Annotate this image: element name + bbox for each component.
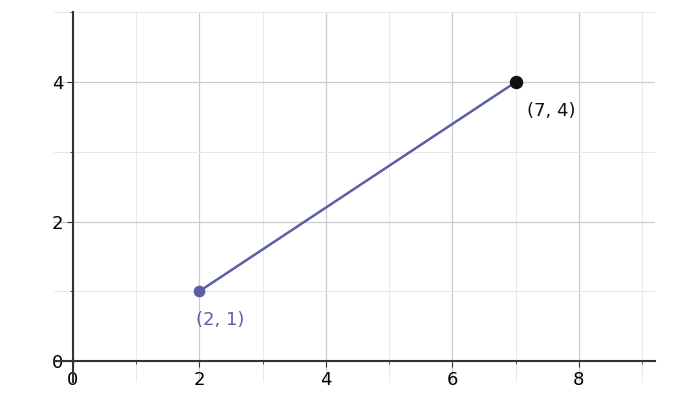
Point xyxy=(194,288,205,295)
Text: (7, 4): (7, 4) xyxy=(527,102,576,120)
Text: (2, 1): (2, 1) xyxy=(196,311,244,329)
Point xyxy=(510,79,521,85)
